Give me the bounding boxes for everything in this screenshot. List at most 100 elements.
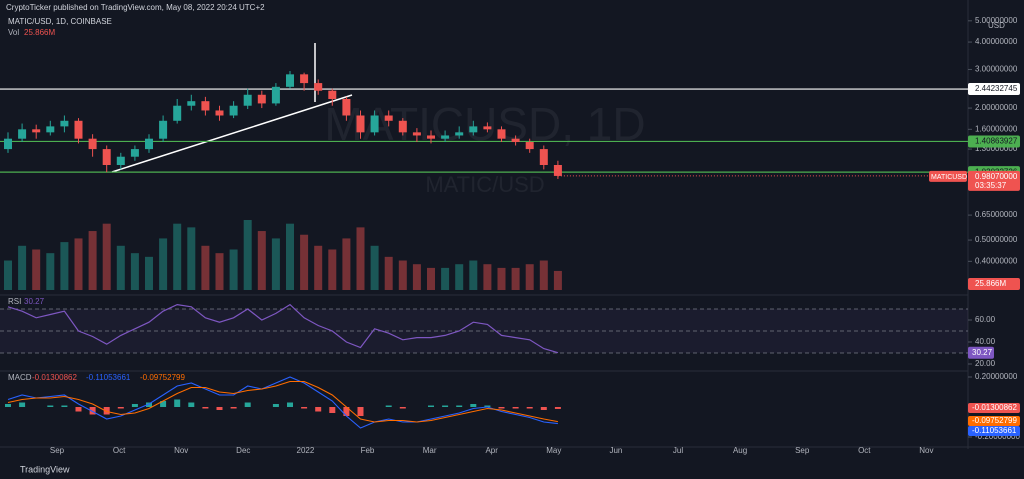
histogram-bar [470,404,477,407]
candle-body [88,138,97,150]
level-badge [968,135,1020,148]
histogram-bar [357,407,364,416]
volume-bar [130,253,139,290]
candle-body [32,129,41,133]
candle-body [328,90,337,99]
y-tick-label: 0.20000000 [975,372,1018,381]
symbol-badge [929,170,967,182]
rsi-line [7,303,559,354]
histogram-bar [202,407,209,409]
macd-badge [968,416,1020,426]
x-tick-label: Jun [609,446,622,455]
volume-bar [539,260,548,290]
level-label: 2.44232745 [975,84,1018,93]
macd-line [7,376,558,429]
x-tick-label: Sep [50,446,65,455]
vol-title: Vol [8,28,19,37]
publisher: CryptoTicker published on TradingView.co… [6,3,265,12]
volume-bar [229,249,238,290]
macd-badge-label: -0.09752799 [972,416,1017,425]
x-tick-label: 2022 [297,446,315,455]
volume-bar [314,245,323,290]
macd-badge [968,403,1020,413]
y-tick-label: 5.00000000 [975,16,1018,25]
histogram-bar [442,405,449,407]
symbol-badge-label: MATICUSD [931,174,967,181]
volume-bar [356,227,365,290]
volume-bar [525,264,534,290]
y-tick-label: 1.30000000 [975,144,1018,153]
histogram-bar [484,405,491,407]
y-tick-label: 3.00000000 [975,65,1018,74]
x-tick-label: Oct [858,446,871,455]
histogram-bar [19,402,26,407]
histogram-bar [188,402,195,407]
rsi-badge [968,346,994,359]
histogram-bar [329,407,336,413]
histogram-bar [61,405,68,407]
candle-body [173,105,182,121]
last-price-label: 0.98070000 [975,172,1018,181]
histogram-bar [131,404,138,407]
volume-badge-label: 25.866M [975,279,1006,288]
candle-body [60,120,69,127]
histogram-bar [399,407,406,409]
candle-body [243,94,252,106]
candle-body [342,98,351,116]
candle-body [229,105,238,116]
volume-bar [102,223,111,290]
histogram-bar [385,405,392,407]
histogram-bar [343,407,350,416]
candle-body [74,120,83,139]
volume-bar [159,238,168,290]
y-tick-label: -0.20000000 [975,432,1020,441]
volume-bar [145,256,153,290]
volume-bar [173,223,182,290]
volume-bar [271,238,280,290]
y-tick-label: 0.50000000 [975,235,1018,244]
x-tick-label: Nov [919,446,933,455]
histogram-bar [160,401,167,407]
histogram-bar [75,407,82,412]
histogram-bar [174,399,181,407]
candle-body [46,126,55,133]
y-tick-label: 2.00000000 [975,103,1018,112]
signal-value: -0.09752799 [140,373,185,382]
volume-bar [511,267,520,290]
candle-body [497,129,506,139]
candle-body [159,120,168,139]
candle-body [511,138,520,143]
candle-body [257,94,266,104]
currency: USD [988,21,1005,30]
candle-body [427,135,435,139]
macd-hist-value: -0.01300862 [32,373,77,382]
volume-bar [243,220,252,290]
candle-body [145,138,153,150]
histogram-bar [146,402,152,407]
volume-bar [483,264,492,290]
countdown: 03:35:37 [975,181,1007,190]
histogram-bar [5,404,11,407]
x-tick-label: Feb [361,446,375,455]
volume-bar [342,238,351,290]
volume-bar [553,270,562,290]
volume-bar [18,245,27,290]
volume-bar [412,264,421,290]
volume-bar [469,260,478,290]
x-tick-label: Mar [423,446,437,455]
candle-body [483,126,492,130]
y-tick-label: 60.00 [975,315,996,324]
volume-bar [427,267,435,290]
candle-body [384,115,393,121]
volume-bar [441,267,450,290]
volume-bar [187,227,196,290]
rsi-badge-label: 30.27 [972,348,993,357]
trend-line [111,94,353,173]
x-tick-label: Aug [733,446,747,455]
candle-body [539,149,548,165]
x-tick-label: May [546,446,561,455]
volume-bar [215,253,224,290]
volume-bar [46,253,55,290]
histogram-bar [540,407,547,410]
